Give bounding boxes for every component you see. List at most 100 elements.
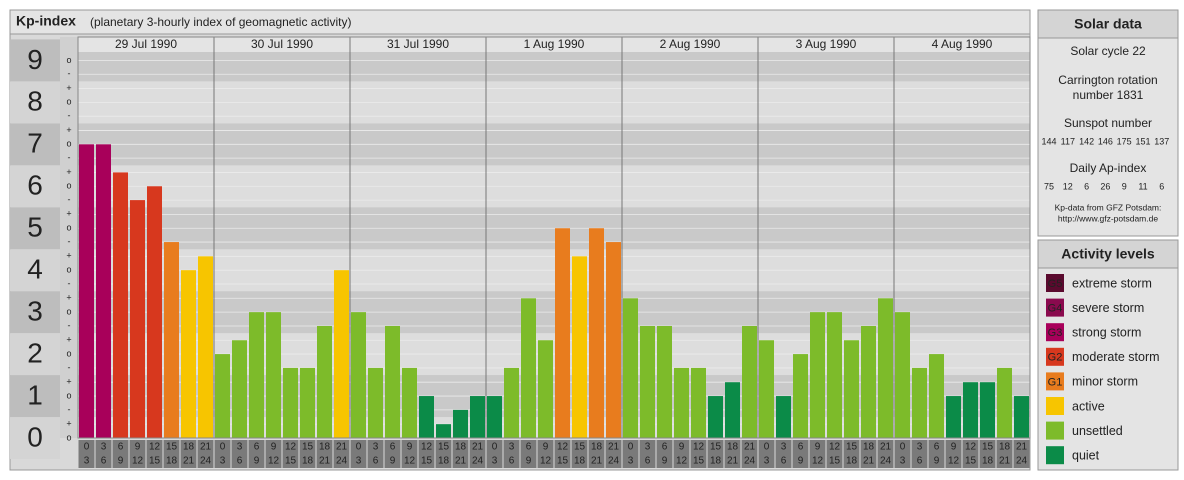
x-tick-label: 18 <box>591 442 603 453</box>
slot-cell <box>741 440 758 468</box>
minor-label-column <box>60 37 78 438</box>
x-tick-label: 6 <box>781 456 787 467</box>
x-tick-label: 9 <box>934 456 940 467</box>
bar <box>232 340 247 438</box>
slot-cell <box>673 440 690 468</box>
bar <box>181 270 196 438</box>
x-tick-label: 9 <box>543 442 549 453</box>
band <box>78 417 1030 438</box>
slot-cell <box>248 440 265 468</box>
bar <box>300 367 315 438</box>
legend-swatch <box>1046 421 1064 440</box>
x-tick-label: 6 <box>373 456 379 467</box>
legend-label: quiet <box>1072 448 1100 462</box>
y-tick-label: 1 <box>27 379 43 410</box>
legend-badge: G1 <box>1048 376 1063 388</box>
x-tick-label: 12 <box>676 456 688 467</box>
x-tick-label: 18 <box>438 456 450 467</box>
bar <box>317 325 332 438</box>
bar <box>283 367 298 438</box>
bar <box>521 298 536 438</box>
x-tick-label: 12 <box>557 442 569 453</box>
x-tick-label: 18 <box>319 442 331 453</box>
bar <box>555 228 570 438</box>
minor-tick-label: o <box>66 348 71 358</box>
minor-tick-label: + <box>66 377 71 387</box>
bar <box>912 367 927 438</box>
minor-tick-label: + <box>66 251 71 261</box>
slot-cell <box>996 440 1013 468</box>
x-tick-label: 24 <box>608 456 620 467</box>
x-tick-label: 12 <box>421 442 433 453</box>
x-tick-label: 18 <box>999 442 1011 453</box>
x-tick-label: 21 <box>472 442 484 453</box>
x-tick-label: 21 <box>608 442 620 453</box>
legend-label: moderate storm <box>1072 350 1160 364</box>
x-tick-label: 21 <box>200 442 212 453</box>
x-tick-label: 21 <box>744 442 756 453</box>
x-tick-label: 15 <box>421 456 433 467</box>
minor-tick-label: + <box>66 125 71 135</box>
slot-cell <box>809 440 826 468</box>
slot-cell <box>435 440 452 468</box>
x-tick-label: 12 <box>829 442 841 453</box>
slot-cell <box>911 440 928 468</box>
slot-cell <box>265 440 282 468</box>
ap-value: 26 <box>1100 181 1110 191</box>
x-tick-label: 18 <box>727 442 739 453</box>
x-tick-label: 12 <box>693 442 705 453</box>
legend-title-bar <box>1037 239 1179 269</box>
x-tick-label: 9 <box>254 456 260 467</box>
slot-cell <box>282 440 299 468</box>
slot-cell <box>1013 440 1030 468</box>
minor-tick-label: - <box>68 278 71 288</box>
ap-value: 9 <box>1122 181 1127 191</box>
x-tick-label: 6 <box>254 442 260 453</box>
slot-cell <box>639 440 656 468</box>
legend-label: extreme storm <box>1072 276 1152 290</box>
x-tick-label: 12 <box>948 456 960 467</box>
bar <box>929 354 944 438</box>
x-tick-label: 6 <box>662 442 668 453</box>
carrington: Carrington rotation <box>1058 73 1157 87</box>
bar <box>759 340 774 438</box>
minor-tick-label: + <box>66 83 71 93</box>
minor-tick-label: + <box>66 209 71 219</box>
minor-tick-label: o <box>66 97 71 107</box>
slot-cell <box>775 440 792 468</box>
sunspot-number: 151 <box>1135 136 1150 146</box>
x-tick-label: 18 <box>183 442 195 453</box>
y-tick-label: 9 <box>27 44 43 75</box>
slot-cell <box>503 440 520 468</box>
slot-cell <box>554 440 571 468</box>
x-tick-label: 18 <box>982 456 994 467</box>
x-tick-label: 3 <box>628 456 634 467</box>
x-tick-label: 6 <box>917 456 923 467</box>
x-tick-label: 18 <box>574 456 586 467</box>
bar <box>895 312 910 438</box>
x-tick-label: 0 <box>628 442 634 453</box>
x-tick-label: 24 <box>472 456 484 467</box>
x-tick-label: 9 <box>815 442 821 453</box>
sunspot-number: 144 <box>1041 136 1056 146</box>
x-tick-label: 15 <box>574 442 586 453</box>
bar <box>606 242 621 438</box>
legend-badge: G2 <box>1048 352 1063 364</box>
slot-cell <box>316 440 333 468</box>
x-tick-label: 3 <box>645 442 651 453</box>
bar <box>147 186 162 438</box>
y-tick-label: 5 <box>27 212 43 243</box>
slot-cell <box>163 440 180 468</box>
legend-label: strong storm <box>1072 325 1141 339</box>
bar <box>691 367 706 438</box>
x-tick-label: 18 <box>166 456 178 467</box>
x-tick-label: 12 <box>268 456 280 467</box>
sunspot-number: 137 <box>1154 136 1169 146</box>
day-label: 1 Aug 1990 <box>524 37 585 51</box>
minor-tick-label: o <box>66 139 71 149</box>
x-tick-label: 18 <box>455 442 467 453</box>
day-label: 30 Jul 1990 <box>251 37 313 51</box>
minor-tick-label: o <box>66 55 71 65</box>
bar <box>861 325 876 438</box>
